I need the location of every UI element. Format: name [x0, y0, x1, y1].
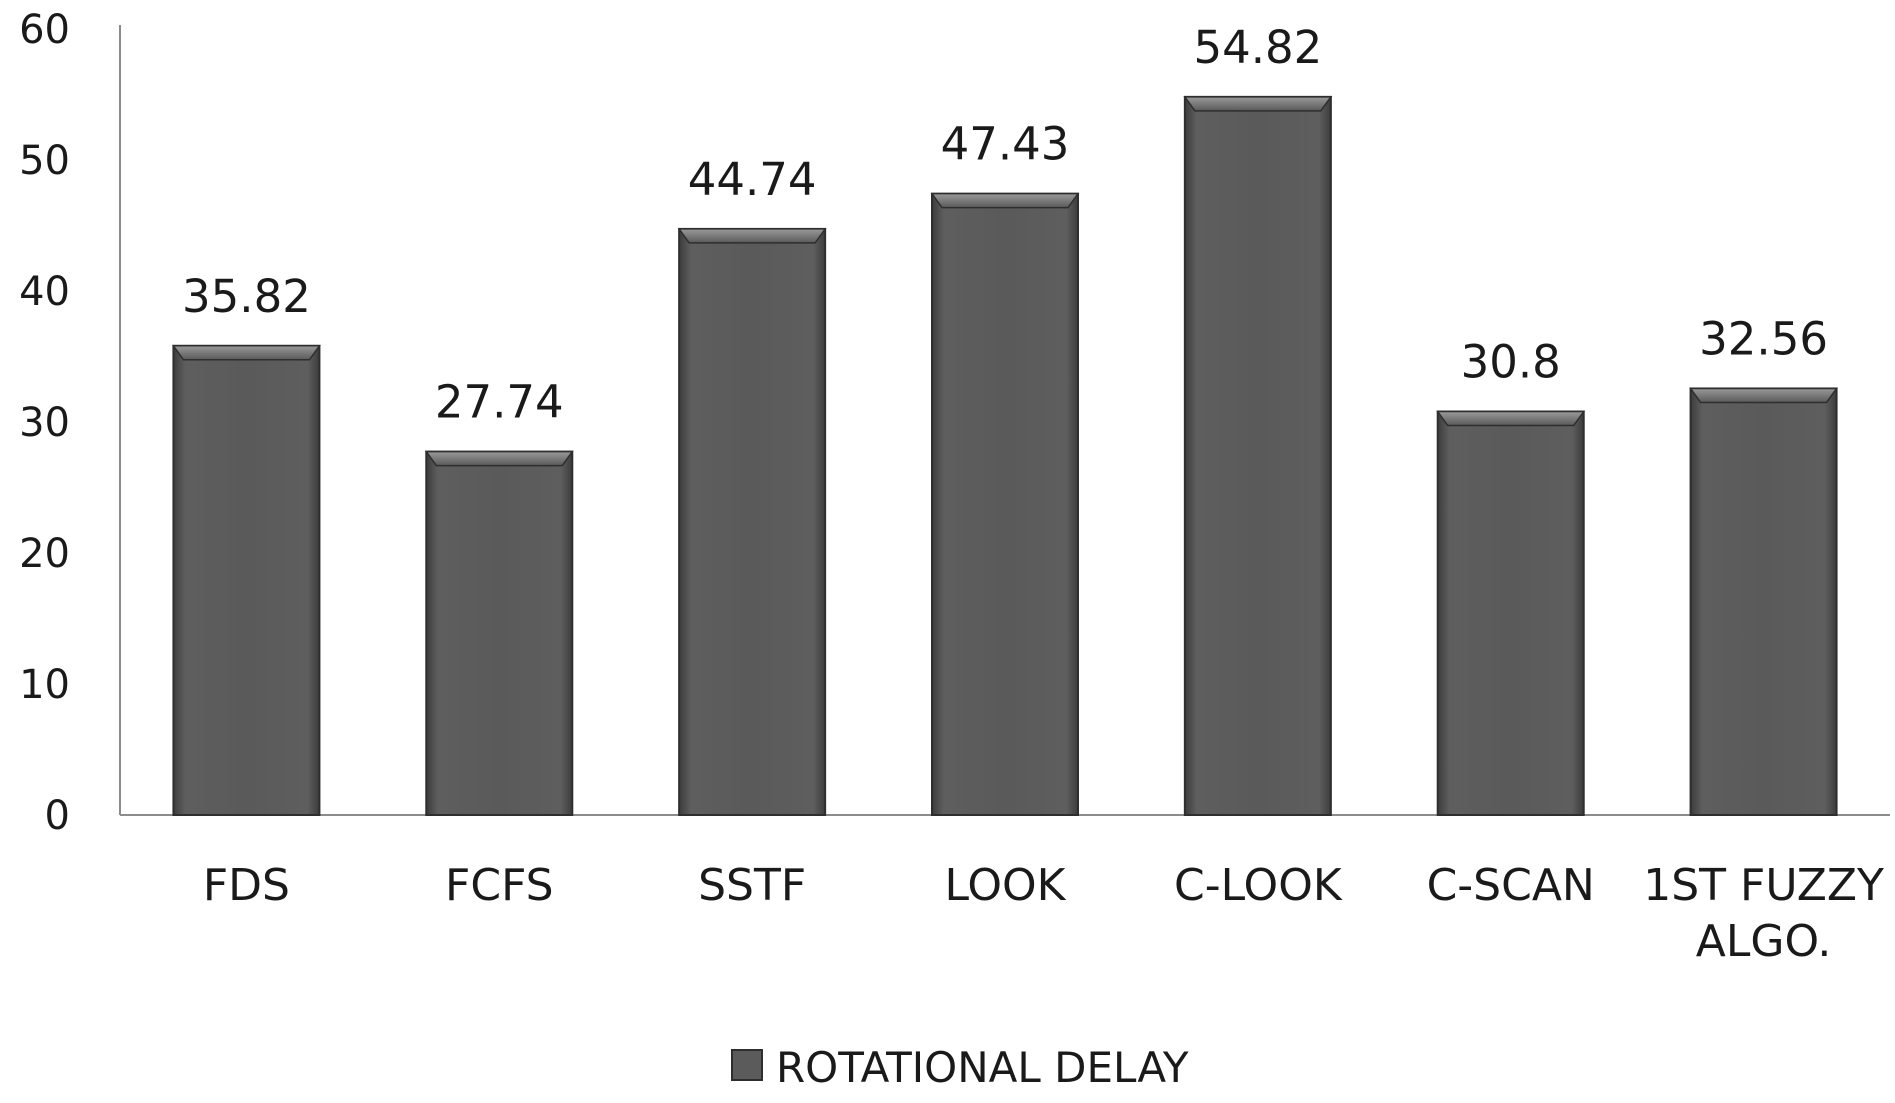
bar: [677, 227, 827, 816]
legend: ROTATIONAL DELAY: [731, 1043, 1189, 1092]
x-tick-label: FDS: [203, 860, 290, 911]
data-label: 30.8: [1461, 336, 1561, 389]
y-axis: 0 10 20 30 40 50 60: [19, 7, 121, 839]
x-axis: FDS FCFS SSTF LOOK C-LOOK C-SCAN 1ST FUZZY ALGO…: [120, 814, 1890, 967]
x-tick-label: C-LOOK: [1174, 860, 1343, 911]
y-tick-label: 30: [19, 400, 70, 446]
y-tick-label: 60: [19, 7, 70, 53]
data-label: 27.74: [435, 376, 564, 429]
y-tick-label: 40: [19, 269, 70, 315]
legend-label: ROTATIONAL DELAY: [776, 1043, 1189, 1092]
x-tick-label: SSTF: [698, 860, 806, 911]
legend-swatch: [731, 1049, 763, 1081]
bar: [424, 450, 574, 816]
y-tick-label: 0: [45, 793, 70, 839]
x-tick-label: FCFS: [445, 860, 554, 911]
data-label: 44.74: [688, 153, 817, 206]
bars: [171, 95, 1839, 817]
data-label: 47.43: [941, 118, 1070, 171]
data-label: 54.82: [1193, 21, 1322, 74]
x-tick-label: LOOK: [944, 860, 1066, 911]
bar: [930, 192, 1080, 817]
x-tick-label: C-SCAN: [1427, 860, 1595, 911]
data-label: 32.56: [1699, 312, 1828, 365]
y-tick-label: 20: [19, 531, 70, 577]
x-tick-label: 1ST FUZZY ALGO.: [1643, 860, 1884, 967]
bar: [171, 344, 321, 816]
y-tick-label: 50: [19, 138, 70, 184]
y-tick-label: 10: [19, 662, 70, 708]
data-labels: 35.82 27.74 44.74 47.43 54.82 30.8 32.56: [182, 21, 1828, 429]
bar: [1436, 410, 1586, 816]
data-label: 35.82: [182, 270, 311, 323]
bar: [1183, 95, 1333, 817]
bar: [1689, 387, 1839, 816]
